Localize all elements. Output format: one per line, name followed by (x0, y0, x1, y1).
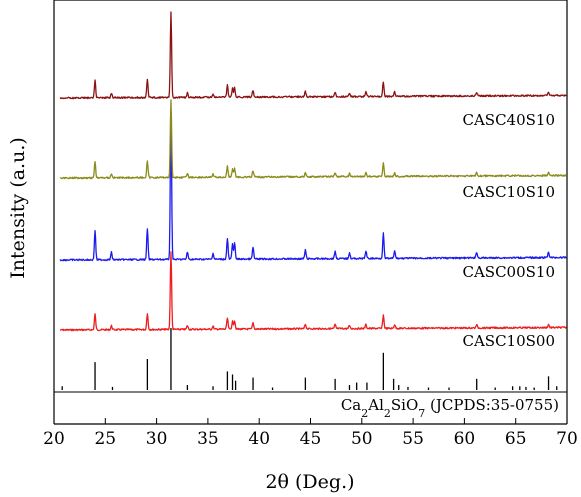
traces (59, 11, 568, 390)
x-tick-label: 20 (43, 429, 65, 449)
x-tick-label: 25 (94, 429, 116, 449)
series-label-casc00s10: CASC00S10 (462, 263, 555, 281)
plot-area (53, 0, 568, 425)
x-tick-label: 40 (248, 429, 270, 449)
y-axis-title: Intensity (a.u.) (7, 137, 29, 279)
x-axis-title: 2θ (Deg.) (265, 471, 354, 493)
series-label-casc10s00: CASC10S00 (462, 332, 555, 350)
x-tick-label: 55 (402, 429, 424, 449)
x-tick-label: 70 (556, 429, 578, 449)
series-trace-casc10s00 (60, 251, 567, 332)
x-ticks: 20 25 30 35 40 45 50 55 60 65 70 (43, 418, 578, 449)
x-tick-label: 60 (454, 429, 476, 449)
x-tick-label: 50 (351, 429, 373, 449)
series-labels: CASC10S00 CASC00S10 CASC10S10 CASC40S10 (462, 111, 555, 350)
x-tick-label: 35 (197, 429, 219, 449)
x-tick-label: 45 (300, 429, 322, 449)
series-label-casc40s10: CASC40S10 (462, 111, 555, 129)
series-label-casc10s10: CASC10S10 (462, 183, 555, 201)
series-trace-casc40s10 (59, 11, 567, 100)
reference-label: Ca2Al2SiO7 (JCPDS:35-0755) (341, 396, 559, 420)
x-tick-label: 30 (146, 429, 168, 449)
series-trace-casc10s10 (59, 99, 568, 180)
series-trace-casc00s10 (59, 111, 567, 262)
x-tick-label: 65 (505, 429, 527, 449)
